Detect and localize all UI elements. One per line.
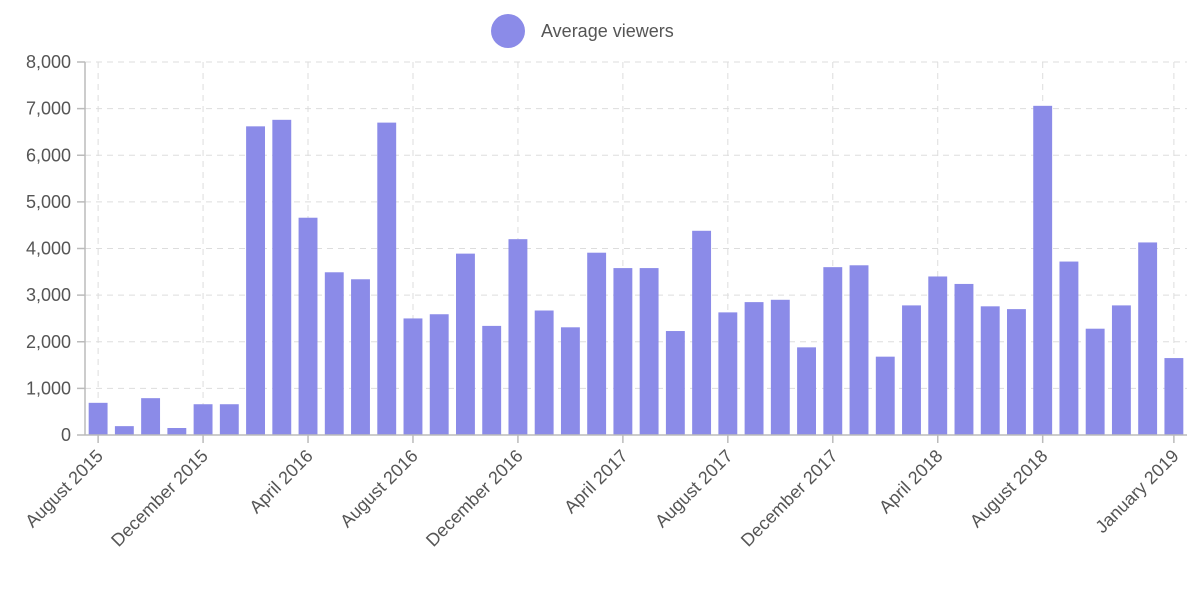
legend-label[interactable]: Average viewers bbox=[541, 21, 674, 41]
y-tick-label: 8,000 bbox=[26, 52, 71, 72]
bar[interactable] bbox=[797, 347, 816, 435]
bar[interactable] bbox=[482, 325, 502, 435]
bar[interactable] bbox=[718, 312, 738, 435]
bar[interactable] bbox=[193, 404, 213, 435]
bar[interactable] bbox=[298, 217, 318, 435]
x-axis: August 2015 December 2015 April 2016 August… bbox=[21, 434, 1187, 551]
bar[interactable] bbox=[902, 305, 921, 435]
bar[interactable] bbox=[954, 283, 974, 435]
y-tick-label: 1,000 bbox=[26, 378, 71, 398]
x-tick-label: April 2017 bbox=[560, 446, 631, 517]
bar[interactable] bbox=[1138, 242, 1158, 435]
bar[interactable] bbox=[324, 272, 344, 435]
bar[interactable] bbox=[141, 398, 161, 435]
bar[interactable] bbox=[377, 122, 397, 436]
bar[interactable] bbox=[351, 279, 370, 435]
y-tick-label: 0 bbox=[61, 425, 71, 445]
bar[interactable] bbox=[560, 327, 580, 435]
y-tick-label: 6,000 bbox=[26, 145, 71, 165]
bar[interactable] bbox=[613, 268, 633, 435]
bar[interactable] bbox=[744, 302, 764, 435]
bar[interactable] bbox=[928, 276, 948, 435]
bar[interactable] bbox=[219, 404, 239, 435]
x-tick-label: December 2017 bbox=[737, 446, 842, 551]
x-tick-label: August 2015 bbox=[21, 446, 107, 532]
bar[interactable] bbox=[823, 267, 843, 435]
bar[interactable] bbox=[534, 310, 554, 435]
bars bbox=[88, 105, 1184, 436]
bar[interactable] bbox=[980, 306, 1000, 435]
x-tick-label: August 2018 bbox=[966, 446, 1052, 532]
bar[interactable] bbox=[1111, 305, 1131, 435]
y-tick-label: 5,000 bbox=[26, 192, 71, 212]
y-tick-label: 4,000 bbox=[26, 239, 71, 259]
y-axis: 0 1,000 2,000 3,000 4,000 5,000 6,000 7,000 8,00… bbox=[26, 52, 86, 445]
bar[interactable] bbox=[429, 314, 449, 435]
bar[interactable] bbox=[88, 402, 108, 435]
x-tick-label: December 2016 bbox=[422, 446, 527, 551]
bar[interactable] bbox=[246, 126, 265, 435]
x-tick-label: January 2019 bbox=[1091, 446, 1182, 537]
x-tick-label: August 2016 bbox=[336, 446, 422, 532]
bar[interactable] bbox=[1007, 309, 1026, 435]
bar[interactable] bbox=[875, 356, 895, 435]
bar[interactable] bbox=[114, 426, 134, 435]
x-tick-label: August 2017 bbox=[651, 446, 737, 532]
bar[interactable] bbox=[665, 331, 685, 435]
bar[interactable] bbox=[1164, 358, 1184, 435]
bar[interactable] bbox=[692, 230, 712, 435]
bar[interactable] bbox=[456, 253, 475, 435]
legend[interactable]: Average viewers bbox=[491, 14, 674, 48]
y-tick-label: 7,000 bbox=[26, 99, 71, 119]
bar[interactable] bbox=[403, 318, 423, 435]
bar[interactable] bbox=[167, 428, 187, 435]
bar[interactable] bbox=[508, 239, 528, 435]
bar[interactable] bbox=[639, 268, 659, 435]
x-tick-label: April 2018 bbox=[875, 446, 946, 517]
bar[interactable] bbox=[1085, 328, 1105, 435]
bar[interactable] bbox=[272, 119, 292, 435]
x-tick-label: April 2016 bbox=[245, 446, 316, 517]
bar[interactable] bbox=[770, 299, 790, 435]
legend-swatch-icon[interactable] bbox=[491, 14, 525, 48]
y-tick-label: 3,000 bbox=[26, 285, 71, 305]
x-tick-label: December 2015 bbox=[107, 446, 212, 551]
y-tick-label: 2,000 bbox=[26, 332, 71, 352]
bar[interactable] bbox=[849, 265, 869, 435]
bar[interactable] bbox=[587, 252, 607, 435]
bar[interactable] bbox=[1033, 105, 1053, 435]
bar[interactable] bbox=[1059, 261, 1079, 435]
